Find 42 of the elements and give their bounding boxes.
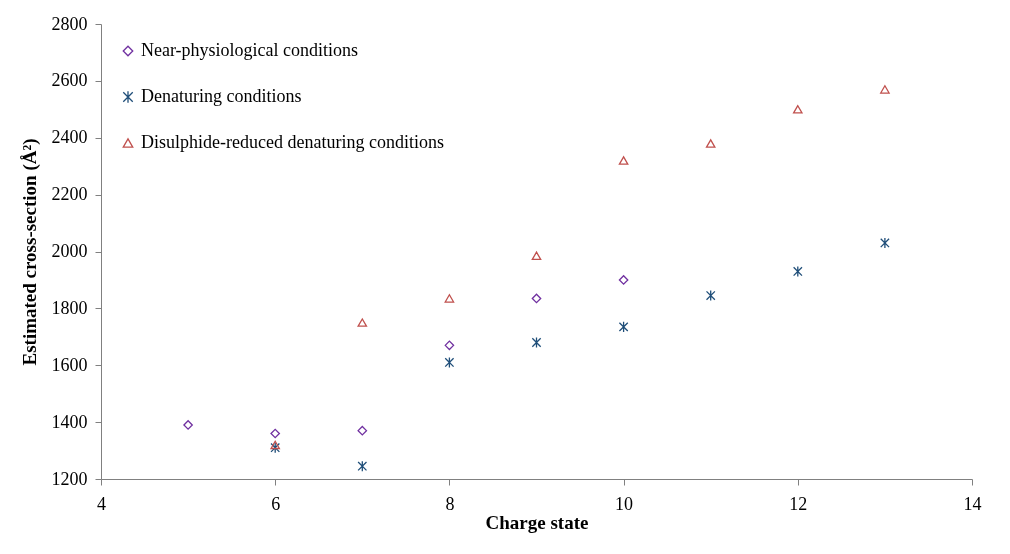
point	[618, 156, 629, 165]
point	[270, 442, 281, 454]
y-tick-label: 2000	[51, 241, 88, 261]
point	[792, 265, 803, 278]
point	[880, 85, 890, 94]
point	[531, 336, 542, 349]
point	[531, 251, 542, 261]
point	[270, 428, 281, 439]
x-tick-label: 12	[789, 493, 808, 514]
legend-label: Near-physiological conditions	[141, 40, 359, 60]
point	[531, 293, 542, 304]
point	[270, 440, 281, 450]
x-tick-label: 8	[445, 493, 455, 514]
point	[357, 460, 368, 472]
y-tick-label: 2400	[51, 127, 88, 148]
x-tick-label: 4	[97, 493, 106, 514]
point	[444, 356, 455, 369]
point	[357, 318, 368, 327]
point	[444, 340, 455, 351]
y-tick-label: 1200	[51, 468, 88, 489]
y-tick-label: 1800	[51, 297, 88, 318]
y-tick-label: 2600	[51, 70, 88, 91]
y-axis-title: Estimated cross-section (Å²)	[18, 138, 41, 366]
x-tick-label: 14	[963, 493, 982, 514]
y-tick-label: 1400	[51, 411, 88, 432]
legend-label: Denaturing conditions	[141, 86, 302, 106]
point	[618, 321, 629, 333]
y-tick-label: 2200	[51, 184, 88, 205]
y-tick-label: 2800	[51, 13, 88, 34]
x-axis-title: Charge state	[485, 511, 589, 533]
point	[705, 139, 716, 148]
point	[618, 275, 629, 285]
x-tick-label: 10	[615, 493, 634, 514]
legend-label: Disulphide-reduced denaturing conditions	[141, 132, 444, 152]
point	[357, 425, 368, 436]
y-tick-label: 1600	[51, 354, 88, 375]
point	[444, 294, 455, 303]
point	[880, 237, 890, 249]
point	[792, 105, 803, 114]
x-tick-label: 6	[271, 493, 281, 514]
point	[183, 420, 193, 430]
point	[705, 289, 716, 302]
